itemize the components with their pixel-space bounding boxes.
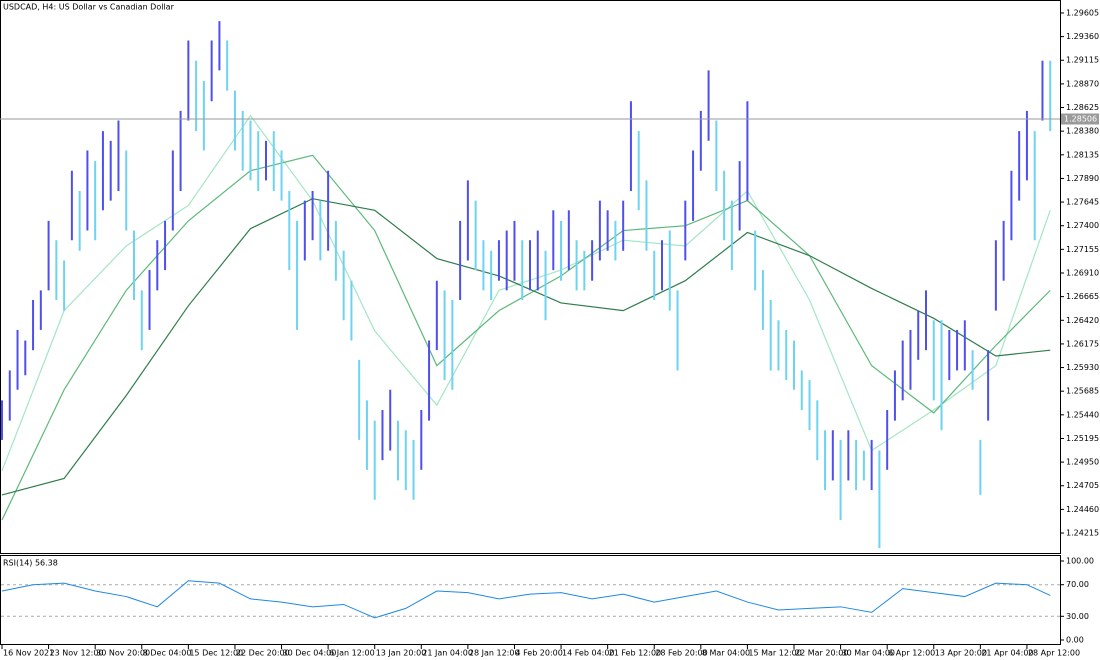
rsi-tick-label: 30.00 [1066,612,1089,621]
y-tick-label: 1.24705 [1066,481,1099,490]
y-tick-label: 1.25195 [1066,434,1099,443]
chart-title: USDCAD, H4: US Dollar vs Canadian Dollar [3,3,175,12]
x-tick-label: 6 Apr 12:00 [888,649,935,658]
x-tick-label: 21 Feb 12:00 [609,649,661,658]
current-price-box [1061,113,1099,125]
x-tick-label: 8 Mar 04:00 [702,649,750,658]
y-tick-label: 1.25440 [1066,410,1099,419]
x-tick-label: 30 Mar 04:00 [842,649,895,658]
x-tick-label: 13 Apr 20:00 [935,649,987,658]
y-tick-label: 1.25930 [1066,363,1099,372]
x-tick-label: 16 Nov 2021 [3,649,54,658]
rsi-tick-label: 100.00 [1066,557,1094,566]
y-tick-label: 1.26175 [1066,339,1099,348]
x-tick-label: 8 Dec 04:00 [143,649,192,658]
y-tick-label: 1.26420 [1066,316,1099,325]
current-price-label: 1.28506 [1064,115,1097,124]
x-tick-label: 30 Nov 20:00 [96,649,150,658]
y-tick-label: 1.29115 [1066,56,1099,65]
x-tick-label: 23 Nov 12:00 [50,649,104,658]
y-tick-label: 1.28870 [1066,79,1099,88]
y-tick-label: 1.29605 [1066,8,1099,17]
x-tick-label: 22 Mar 20:00 [795,649,848,658]
y-tick-label: 1.28135 [1066,150,1099,159]
x-tick-label: 15 Dec 12:00 [189,649,243,658]
y-tick-label: 1.29360 [1066,32,1099,41]
x-tick-label: 30 Dec 04:00 [283,649,337,658]
x-tick-label: 4 Feb 20:00 [515,649,562,658]
x-tick-label: 6 Jan 12:00 [329,649,375,658]
y-tick-label: 1.27645 [1066,198,1099,207]
rsi-tick-label: 70.00 [1066,580,1089,589]
rsi-line [1,580,1051,619]
x-tick-label: 21 Jan 04:00 [422,649,473,658]
y-tick-label: 1.26665 [1066,292,1099,301]
y-tick-label: 1.27155 [1066,245,1099,254]
y-tick-label: 1.24215 [1066,529,1099,538]
rsi-panel [0,555,1061,645]
y-tick-label: 1.24460 [1066,505,1099,514]
y-tick-label: 1.27890 [1066,174,1099,183]
y-tick-label: 1.28625 [1066,103,1099,112]
y-tick-label: 1.27400 [1066,221,1099,230]
x-tick-label: 13 Jan 20:00 [376,649,427,658]
x-tick-label: 21 Apr 04:00 [981,649,1033,658]
y-tick-label: 1.24950 [1066,458,1099,467]
price-panel [0,0,1061,554]
x-tick-label: 28 Apr 12:00 [1028,649,1080,658]
x-tick-label: 15 Mar 12:00 [748,649,801,658]
x-tick-label: 14 Feb 04:00 [562,649,614,658]
moving-average [1,114,1051,472]
moving-average [1,198,1051,496]
moving-average [1,154,1051,521]
rsi-tick-label: 0.00 [1066,636,1084,645]
rsi-label: RSI(14) 56.38 [3,559,58,568]
x-tick-label: 22 Dec 20:00 [236,649,290,658]
x-tick-label: 28 Feb 20:00 [655,649,707,658]
x-tick-label: 28 Jan 12:00 [469,649,520,658]
y-tick-label: 1.26910 [1066,268,1099,277]
y-tick-label: 1.28380 [1066,127,1099,136]
y-tick-label: 1.25685 [1066,387,1099,396]
